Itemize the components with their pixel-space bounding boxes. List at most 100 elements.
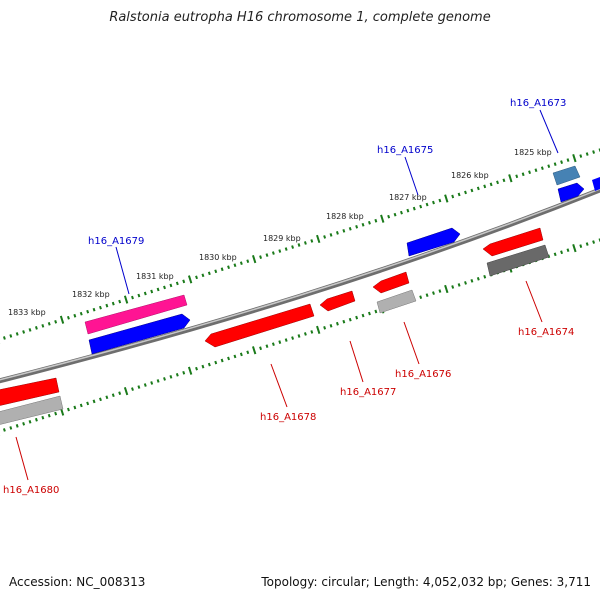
feature-h16-a1673-steel[interactable] <box>552 165 581 186</box>
tick-label-1827: 1827 kbp <box>389 193 427 202</box>
gene-label-h16-a1679: h16_A1679 <box>88 236 144 247</box>
tick-minor <box>553 252 557 257</box>
tick-label-1831: 1831 kbp <box>136 272 174 281</box>
tick-minor <box>137 385 141 389</box>
accession-text: Accession: NC_008313 <box>9 575 146 589</box>
tick-minor <box>457 283 461 287</box>
tick-minor <box>79 403 83 408</box>
tick-label-1825: 1825 kbp <box>514 148 552 157</box>
tick-minor <box>585 242 589 246</box>
tick-major <box>316 234 321 244</box>
feature-h16-a1674-gray[interactable] <box>486 244 550 277</box>
tick-minor <box>47 413 51 418</box>
tick-minor <box>355 224 359 229</box>
tick-minor <box>540 166 544 171</box>
tick-minor <box>412 206 416 211</box>
leader-lines <box>15 109 559 481</box>
feature-edge-blue[interactable] <box>592 177 600 191</box>
tick-label-1829: 1829 kbp <box>263 234 301 243</box>
tick-minor <box>278 249 282 253</box>
tick-minor <box>566 248 570 253</box>
tick-label-1832: 1832 kbp <box>72 290 110 299</box>
tick-minor <box>99 305 102 310</box>
tick-minor <box>348 317 352 322</box>
tick-label-1828: 1828 kbp <box>326 212 364 221</box>
tick-label-1833: 1833 kbp <box>8 308 46 317</box>
tick-minor <box>28 328 32 332</box>
tick-major <box>380 214 385 223</box>
tick-minor <box>297 243 301 247</box>
tick-minor <box>271 251 275 255</box>
tick-minor <box>303 332 307 336</box>
feature-h16-a1680[interactable] <box>0 377 60 406</box>
tick-minor <box>291 336 295 340</box>
tick-minor <box>374 309 378 314</box>
tick-major <box>572 153 577 163</box>
tick-minor <box>342 229 346 233</box>
feature-h16-a1680-gray[interactable] <box>0 395 64 425</box>
tick-minor <box>432 291 435 295</box>
tick-minor <box>175 281 179 286</box>
tick-minor <box>214 269 218 274</box>
feature-h16-a1678[interactable] <box>204 303 315 348</box>
tick-minor <box>361 313 365 318</box>
tick-minor <box>284 247 288 251</box>
tick-minor <box>22 330 26 334</box>
tick-minor <box>214 360 218 365</box>
tick-minor <box>156 287 160 292</box>
tick-minor <box>169 375 173 379</box>
tick-label-1826: 1826 kbp <box>451 171 489 180</box>
tick-major <box>123 295 129 304</box>
tick-minor <box>560 160 564 164</box>
tick-minor <box>163 377 166 381</box>
tick-minor <box>246 259 250 263</box>
gene-label-h16-a1675: h16_A1675 <box>377 145 433 156</box>
tick-minor <box>143 383 147 387</box>
tick-major <box>252 346 257 355</box>
tick-minor <box>560 250 564 255</box>
feature-h16-a1675[interactable] <box>406 227 461 257</box>
tick-major <box>508 174 513 183</box>
tick-minor <box>156 379 160 383</box>
tick-minor <box>547 164 551 168</box>
feature-h16-a1677[interactable] <box>319 290 356 312</box>
tick-minor <box>73 313 77 318</box>
tick-minor <box>425 293 429 297</box>
tick-minor <box>310 239 314 243</box>
feature-h16-a1676-gray[interactable] <box>376 289 417 314</box>
tick-minor <box>73 405 77 410</box>
feature-h16-a1674-red[interactable] <box>482 227 544 257</box>
tick-minor <box>592 240 596 244</box>
tick-minor <box>271 342 275 346</box>
tick-minor <box>99 397 102 402</box>
tick-minor <box>201 273 205 278</box>
tick-minor <box>406 208 410 213</box>
tick-labels: 1833 kbp 1832 kbp 1831 kbp 1830 kbp 1829… <box>8 148 552 317</box>
tick-minor <box>400 210 403 215</box>
tick-minor <box>368 220 371 225</box>
genome-stats-text: Topology: circular; Length: 4,052,032 bp… <box>261 575 591 589</box>
tick-minor <box>131 295 134 300</box>
feature-h16-a1676-red[interactable] <box>372 271 410 294</box>
tick-minor <box>227 265 230 270</box>
tick-minor <box>432 200 435 205</box>
tick-major <box>123 387 129 396</box>
tick-minor <box>438 289 442 293</box>
tick-minor <box>111 301 115 306</box>
tick-major <box>572 244 577 253</box>
feature-h16-a1679-blue[interactable] <box>88 313 191 355</box>
tick-minor <box>239 261 243 266</box>
tick-minor <box>534 168 538 173</box>
tick-minor <box>297 334 301 338</box>
tick-minor <box>34 417 38 422</box>
tick-minor <box>195 366 198 371</box>
tick-minor <box>41 324 45 328</box>
tick-minor <box>86 401 90 406</box>
tick-minor <box>553 162 557 166</box>
tick-major <box>252 255 257 264</box>
feature-h16-a1679-pink[interactable] <box>84 294 188 335</box>
tick-minor <box>515 174 519 179</box>
tick-minor <box>239 352 243 357</box>
tick-minor <box>483 184 487 189</box>
feature-h16-a1673-blue[interactable] <box>557 182 585 203</box>
